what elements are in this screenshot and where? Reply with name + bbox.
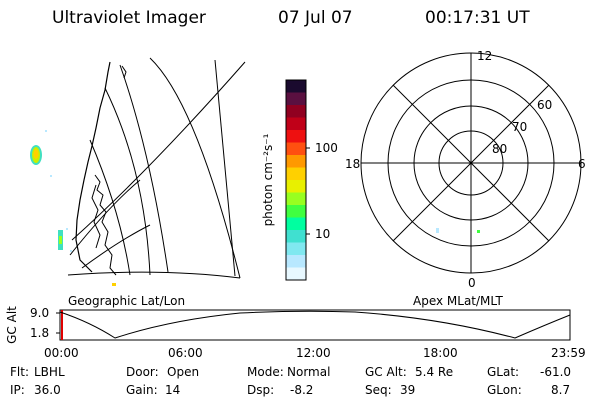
info-flt-value: LBHL: [34, 365, 65, 379]
date-label: 07 Jul 07: [278, 8, 353, 28]
timeline-xtick-1200: 12:00: [296, 346, 331, 360]
colorbar-band: [286, 180, 306, 193]
info-glon-value: 8.7: [551, 383, 571, 397]
colorbar-band: [286, 167, 306, 181]
info-door-value: Open: [167, 365, 200, 379]
lat-label-80: 80: [492, 142, 508, 156]
timeline-frame: [59, 309, 571, 341]
geo-panel-plot: [67, 57, 246, 279]
info-glon-label: GLon:: [487, 383, 522, 397]
colorbar-band: [286, 155, 306, 168]
info-mode-label: Mode:: [247, 365, 284, 379]
info-ip-value: 36.0: [34, 383, 61, 397]
info-dsp-value: -8.2: [290, 383, 314, 397]
info-gain-label: Gain:: [126, 383, 158, 397]
colorbar-band: [286, 142, 306, 156]
timeline-xtick-2359: 23:59: [551, 346, 586, 360]
info-seq-label: Seq:: [365, 383, 392, 397]
polar-plot: [360, 52, 582, 274]
colorbar-band: [286, 80, 306, 93]
timeline-xtick-0000: 00:00: [44, 346, 79, 360]
info-gcalt-value: 5.4 Re: [415, 365, 454, 379]
mlt-label-0: 0: [468, 276, 476, 290]
timeline-ytick-max: 9.0: [30, 306, 50, 320]
info-ip-label: IP:: [10, 383, 25, 397]
timeline-xtick-0600: 06:00: [168, 346, 203, 360]
info-gcalt-label: GC Alt:: [365, 365, 407, 379]
mlt-label-18: 18: [345, 157, 361, 171]
colorbar-band: [286, 117, 306, 131]
timeline-ytick-min: 1.8: [30, 326, 50, 340]
colorbar-band: [286, 242, 306, 256]
geo-panel-label: Geographic Lat/Lon: [68, 294, 186, 308]
colorbar-band: [286, 217, 306, 231]
info-gain-value: 14: [165, 383, 181, 397]
geo-speckles: [45, 130, 72, 252]
colorbar-band: [286, 255, 306, 268]
info-mode-value: Normal: [287, 365, 331, 379]
colorbar: [286, 80, 306, 281]
colorbar-band: [286, 230, 306, 243]
info-flt-label: Flt:: [10, 365, 29, 379]
colorbar-unit-label: photon cm⁻²s⁻¹: [261, 133, 275, 227]
info-door-label: Door:: [126, 365, 159, 379]
time-label: 00:17:31 UT: [425, 8, 530, 28]
lat-label-70: 70: [512, 120, 528, 134]
polar-panel-label: Apex MLat/MLT: [413, 294, 503, 308]
colorbar-tick-10: 10: [315, 227, 331, 241]
info-seq-value: 39: [400, 383, 416, 397]
orbit-altitude-curve: [59, 310, 571, 339]
colorbar-band: [286, 130, 306, 143]
mlt-label-12: 12: [477, 49, 493, 63]
mlt-label-6: 6: [578, 157, 586, 171]
colorbar-tick-100: 100: [315, 141, 338, 155]
colorbar-band: [286, 267, 306, 281]
info-dsp-label: Dsp:: [247, 383, 275, 397]
colorbar-band: [286, 205, 306, 218]
colorbar-frame: [285, 79, 307, 281]
lat-label-60: 60: [537, 98, 553, 112]
timeline-xtick-1800: 18:00: [423, 346, 458, 360]
colorbar-band: [286, 192, 306, 206]
instrument-title: Ultraviolet Imager: [52, 8, 206, 28]
info-glat-label: GLat:: [487, 365, 520, 379]
timeline-ylabel: GC Alt: [5, 306, 19, 344]
info-glat-value: -61.0: [540, 365, 572, 379]
colorbar-band: [286, 92, 306, 106]
colorbar-band: [286, 105, 306, 118]
